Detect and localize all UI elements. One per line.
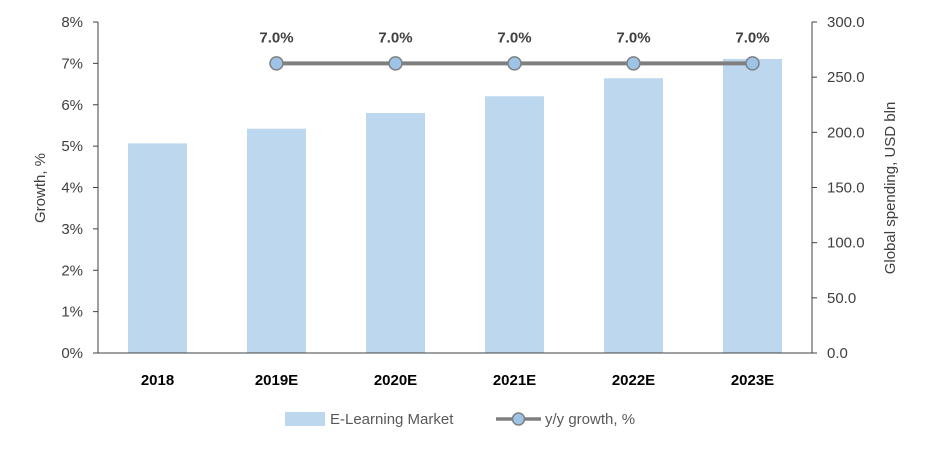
axes-layer: [97, 22, 813, 354]
left-tick-label: 1%: [61, 304, 83, 321]
category-label: 2018: [141, 372, 174, 389]
growth-point-2022E: [626, 56, 641, 71]
left-tick-label: 8%: [61, 14, 83, 31]
growth-point-2023E: [745, 56, 760, 71]
left-tick-label: 7%: [61, 55, 83, 72]
right-tick-label: 100.0: [827, 235, 865, 252]
right-tick-label: 250.0: [827, 69, 865, 86]
ticks-layer: 0% 1% 2% 3% 4% 5% 6% 7% 8% 0.0 50.0 100.0 150.0 200.0…: [61, 14, 864, 389]
right-tick-label: 0.0: [827, 345, 848, 362]
category-label: 2022E: [612, 372, 655, 389]
right-tick-label: 150.0: [827, 180, 865, 197]
growth-data-label: 7.0%: [378, 29, 412, 46]
growth-data-label: 7.0%: [497, 29, 531, 46]
right-axis-title: Global spending, USD bln: [882, 102, 899, 275]
legend-bar-label: E-Learning Market: [330, 411, 454, 428]
left-tick-label: 5%: [61, 138, 83, 155]
right-tick-label: 50.0: [827, 290, 856, 307]
category-label: 2019E: [255, 372, 298, 389]
growth-data-label: 7.0%: [616, 29, 650, 46]
category-label: 2021E: [493, 372, 536, 389]
bars-layer: [128, 58, 782, 354]
bar-2019E: [247, 128, 306, 353]
legend-bar-swatch: [285, 412, 325, 426]
growth-point-2021E: [507, 56, 522, 71]
growth-point-2020E: [388, 56, 403, 71]
category-label: 2020E: [374, 372, 417, 389]
left-tick-label: 4%: [61, 180, 83, 197]
left-axis-title: Growth, %: [32, 153, 49, 223]
left-tick-label: 3%: [61, 221, 83, 238]
left-tick-label: 0%: [61, 345, 83, 362]
legend-line-label: y/y growth, %: [545, 411, 635, 428]
right-tick-label: 200.0: [827, 124, 865, 141]
left-tick-label: 2%: [61, 262, 83, 279]
growth-point-2019E: [269, 56, 284, 71]
legend-line-marker: [511, 412, 526, 426]
category-label: 2023E: [731, 372, 774, 389]
line-layer: 7.0% 7.0% 7.0% 7.0% 7.0%: [259, 29, 770, 71]
bar-2021E: [485, 96, 544, 353]
growth-data-label: 7.0%: [735, 29, 769, 46]
right-tick-label: 300.0: [827, 14, 865, 31]
legend: E-Learning Market y/y growth, %: [285, 411, 635, 428]
bar-2023E: [723, 58, 782, 353]
bar-2020E: [366, 113, 425, 354]
bar-2018: [128, 143, 187, 353]
left-tick-label: 6%: [61, 97, 83, 114]
growth-data-label: 7.0%: [259, 29, 293, 46]
bar-2022E: [604, 78, 663, 354]
